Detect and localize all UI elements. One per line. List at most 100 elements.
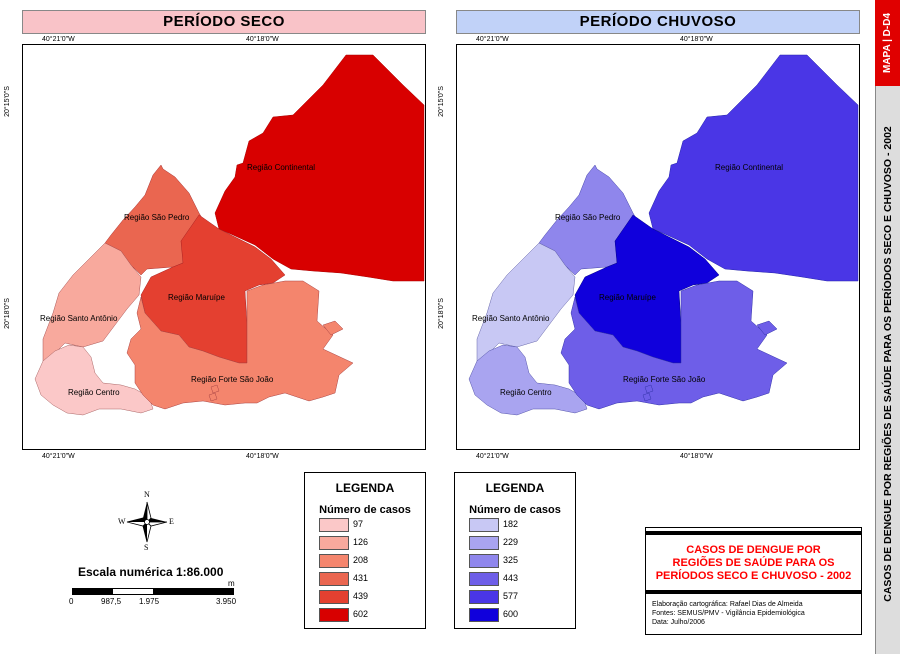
- legend-swatch: [469, 608, 499, 622]
- wet-map: Região Continental Região São Pedro Regi…: [468, 54, 859, 416]
- dry-label-santo-antonio: Região Santo Antônio: [40, 314, 118, 323]
- dry-region-continental: [214, 54, 425, 282]
- legend-wet-title: LEGENDA: [485, 481, 545, 495]
- map-id-tag: [875, 0, 900, 86]
- dry-island: [322, 320, 344, 336]
- scale-ratio: 1:86.000: [176, 565, 224, 579]
- compass-s: S: [144, 543, 149, 552]
- compass-rose-icon: [126, 501, 168, 543]
- wet-lat-left-bottom: 20°18'0"S: [437, 298, 445, 329]
- map-title-line2: REGIÕES DE SAÚDE PARA OS: [672, 557, 835, 569]
- legend-value: 443: [503, 573, 519, 583]
- legend-swatch: [469, 572, 499, 586]
- wet-map-frame: Região Continental Região São Pedro Regi…: [456, 44, 860, 450]
- dry-island: [208, 392, 218, 402]
- legend-value: 431: [353, 573, 369, 583]
- legend-swatch: [319, 608, 349, 622]
- dry-label-maruipe: Região Maruípe: [168, 293, 225, 302]
- wet-label-centro: Região Centro: [500, 388, 552, 397]
- dry-region-santo-antonio: [42, 242, 142, 362]
- credit-date: Data: Julho/2006: [652, 619, 705, 626]
- dry-period-title: PERÍODO SECO: [22, 10, 426, 34]
- wet-period-title: PERÍODO CHUVOSO: [456, 10, 860, 34]
- scale-tick-0: 0: [69, 597, 74, 606]
- wet-region-sao-pedro: [538, 164, 640, 276]
- dry-region-forte-sao-joao: [126, 280, 354, 410]
- compass-w: W: [118, 517, 126, 526]
- wet-lon-top-right: 40°18'0"W: [680, 36, 713, 43]
- map-credits: Elaboração cartográfica: Rafael Dias de …: [652, 600, 805, 627]
- legend-swatch: [469, 536, 499, 550]
- legend-value: 97: [353, 519, 364, 529]
- dry-region-sao-pedro: [104, 164, 206, 276]
- wet-lon-top-left: 40°21'0"W: [476, 36, 509, 43]
- dry-lon-bottom-left: 40°21'0"W: [42, 453, 75, 460]
- map-title: CASOS DE DENGUE POR REGIÕES DE SAÚDE PAR…: [646, 544, 861, 583]
- scale-tick-2: 1.975: [139, 597, 160, 606]
- scale-bar: [72, 588, 234, 595]
- scale-tick-3: 3.950: [216, 597, 237, 606]
- wet-region-continental: [648, 54, 859, 282]
- wet-label-santo-antonio: Região Santo Antônio: [472, 314, 550, 323]
- dry-label-sao-pedro: Região São Pedro: [124, 213, 190, 222]
- legend-dry-subtitle: Número de casos: [319, 504, 411, 516]
- dry-lat-left-top: 20°15'0"S: [3, 86, 11, 117]
- compass: N S W E: [112, 490, 182, 554]
- wet-island: [642, 392, 652, 402]
- legend-wet: LEGENDA Número de casos 182 229 325 443 …: [454, 472, 576, 629]
- wet-region-forte-sao-joao: [560, 280, 788, 410]
- credit-source: Fontes: SEMUS/PMV - Vigilância Epidemiol…: [652, 610, 805, 617]
- wet-label-maruipe: Região Maruípe: [599, 293, 656, 302]
- legend-swatch: [319, 518, 349, 532]
- compass-e: E: [169, 517, 174, 526]
- credit-author: Elaboração cartográfica: Rafael Dias de …: [652, 601, 803, 608]
- wet-lat-left-top: 20°15'0"S: [437, 86, 445, 117]
- legend-value: 229: [503, 537, 519, 547]
- dry-lat-left-bottom: 20°18'0"S: [3, 298, 11, 329]
- legend-value: 577: [503, 591, 519, 601]
- scale-label: Escala numérica: [78, 565, 173, 579]
- legend-swatch: [319, 590, 349, 604]
- legend-value: 182: [503, 519, 519, 529]
- legend-dry-title: LEGENDA: [335, 481, 395, 495]
- dry-label-continental: Região Continental: [247, 163, 315, 172]
- dry-island: [210, 384, 220, 394]
- wet-label-sao-pedro: Região São Pedro: [555, 213, 621, 222]
- map-id: MAPA | D-D4: [882, 12, 893, 74]
- dry-lon-bottom-right: 40°18'0"W: [246, 453, 279, 460]
- legend-wet-subtitle: Número de casos: [469, 504, 561, 516]
- legend-dry: LEGENDA Número de casos 97 126 208 431 4…: [304, 472, 426, 629]
- wet-lon-bottom-right: 40°18'0"W: [680, 453, 713, 460]
- legend-value: 602: [353, 609, 369, 619]
- legend-value: 439: [353, 591, 369, 601]
- map-title-box: CASOS DE DENGUE POR REGIÕES DE SAÚDE PAR…: [645, 527, 862, 635]
- dry-label-forte-sao-joao: Região Forte São João: [191, 375, 274, 384]
- legend-swatch: [469, 518, 499, 532]
- dry-map: Região Continental Região São Pedro Regi…: [34, 54, 425, 416]
- map-title-line1: CASOS DE DENGUE POR: [686, 544, 821, 556]
- map-title-line3: PERÍODOS SECO E CHUVOSO - 2002: [655, 570, 852, 582]
- dry-lon-top-right: 40°18'0"W: [246, 36, 279, 43]
- legend-swatch: [469, 590, 499, 604]
- sidebar: [875, 0, 900, 654]
- wet-label-continental: Região Continental: [715, 163, 783, 172]
- wet-lon-bottom-left: 40°21'0"W: [476, 453, 509, 460]
- wet-region-santo-antonio: [476, 242, 576, 362]
- dry-label-centro: Região Centro: [68, 388, 120, 397]
- wet-island: [644, 384, 654, 394]
- wet-island: [756, 320, 778, 336]
- legend-swatch: [319, 572, 349, 586]
- legend-swatch: [469, 554, 499, 568]
- legend-value: 325: [503, 555, 519, 565]
- legend-swatch: [319, 536, 349, 550]
- wet-label-forte-sao-joao: Região Forte São João: [623, 375, 706, 384]
- dry-map-frame: Região Continental Região São Pedro Regi…: [22, 44, 426, 450]
- scale-unit: m: [228, 579, 235, 588]
- legend-value: 600: [503, 609, 519, 619]
- legend-value: 208: [353, 555, 369, 565]
- compass-n: N: [144, 490, 150, 499]
- legend-value: 126: [353, 537, 369, 547]
- sidebar-title: CASOS DE DENGUE POR REGIÕES DE SAÚDE PAR…: [882, 126, 894, 602]
- dry-lon-top-left: 40°21'0"W: [42, 36, 75, 43]
- scale-tick-1: 987,5: [101, 597, 122, 606]
